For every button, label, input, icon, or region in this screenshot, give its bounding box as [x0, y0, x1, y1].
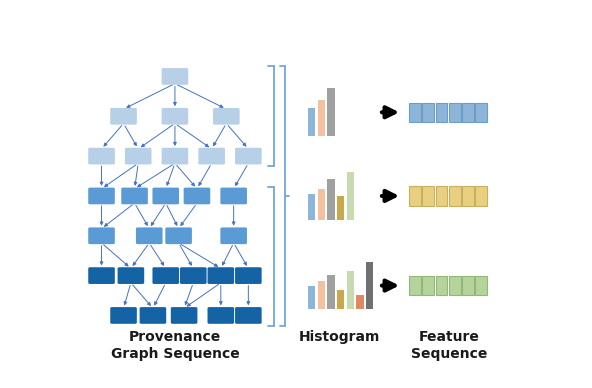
- Text: Histogram: Histogram: [299, 331, 380, 345]
- FancyBboxPatch shape: [162, 68, 188, 85]
- FancyBboxPatch shape: [162, 148, 188, 165]
- FancyBboxPatch shape: [162, 108, 188, 125]
- Bar: [337, 196, 344, 220]
- FancyBboxPatch shape: [220, 227, 247, 244]
- FancyBboxPatch shape: [165, 227, 192, 244]
- FancyBboxPatch shape: [184, 187, 210, 204]
- Bar: [449, 102, 461, 122]
- Bar: [436, 276, 448, 295]
- Bar: [436, 186, 448, 206]
- Bar: [449, 186, 461, 206]
- Bar: [318, 100, 325, 136]
- FancyBboxPatch shape: [110, 307, 137, 324]
- FancyBboxPatch shape: [140, 307, 166, 324]
- FancyBboxPatch shape: [118, 267, 144, 284]
- FancyBboxPatch shape: [136, 227, 163, 244]
- Bar: [449, 276, 461, 295]
- FancyBboxPatch shape: [153, 187, 179, 204]
- FancyBboxPatch shape: [88, 148, 115, 165]
- Bar: [462, 186, 474, 206]
- Bar: [475, 186, 487, 206]
- Bar: [409, 186, 421, 206]
- Bar: [308, 194, 316, 220]
- FancyBboxPatch shape: [88, 267, 115, 284]
- Bar: [436, 102, 448, 122]
- FancyBboxPatch shape: [198, 148, 225, 165]
- Bar: [327, 88, 334, 136]
- Bar: [346, 271, 354, 310]
- FancyBboxPatch shape: [235, 307, 262, 324]
- FancyBboxPatch shape: [235, 148, 262, 165]
- Bar: [308, 107, 316, 136]
- FancyBboxPatch shape: [235, 267, 262, 284]
- FancyBboxPatch shape: [208, 307, 234, 324]
- Bar: [308, 286, 316, 310]
- Bar: [422, 276, 434, 295]
- FancyBboxPatch shape: [121, 187, 148, 204]
- Bar: [318, 189, 325, 220]
- FancyBboxPatch shape: [220, 187, 247, 204]
- FancyBboxPatch shape: [180, 267, 207, 284]
- Bar: [366, 262, 373, 310]
- FancyBboxPatch shape: [153, 267, 179, 284]
- FancyBboxPatch shape: [213, 108, 240, 125]
- Bar: [318, 281, 325, 310]
- FancyBboxPatch shape: [110, 108, 137, 125]
- FancyBboxPatch shape: [171, 307, 197, 324]
- Bar: [327, 275, 334, 310]
- Text: Feature
Sequence: Feature Sequence: [411, 331, 487, 360]
- FancyBboxPatch shape: [88, 187, 115, 204]
- FancyBboxPatch shape: [125, 148, 152, 165]
- Bar: [422, 186, 434, 206]
- Bar: [337, 290, 344, 310]
- FancyBboxPatch shape: [208, 267, 234, 284]
- Bar: [462, 102, 474, 122]
- FancyBboxPatch shape: [88, 227, 115, 244]
- Bar: [422, 102, 434, 122]
- Bar: [475, 102, 487, 122]
- Bar: [346, 172, 354, 220]
- Bar: [462, 276, 474, 295]
- Bar: [409, 276, 421, 295]
- Bar: [356, 295, 363, 310]
- Text: Provenance
Graph Sequence: Provenance Graph Sequence: [111, 331, 239, 360]
- Bar: [475, 276, 487, 295]
- Bar: [327, 179, 334, 220]
- Bar: [409, 102, 421, 122]
